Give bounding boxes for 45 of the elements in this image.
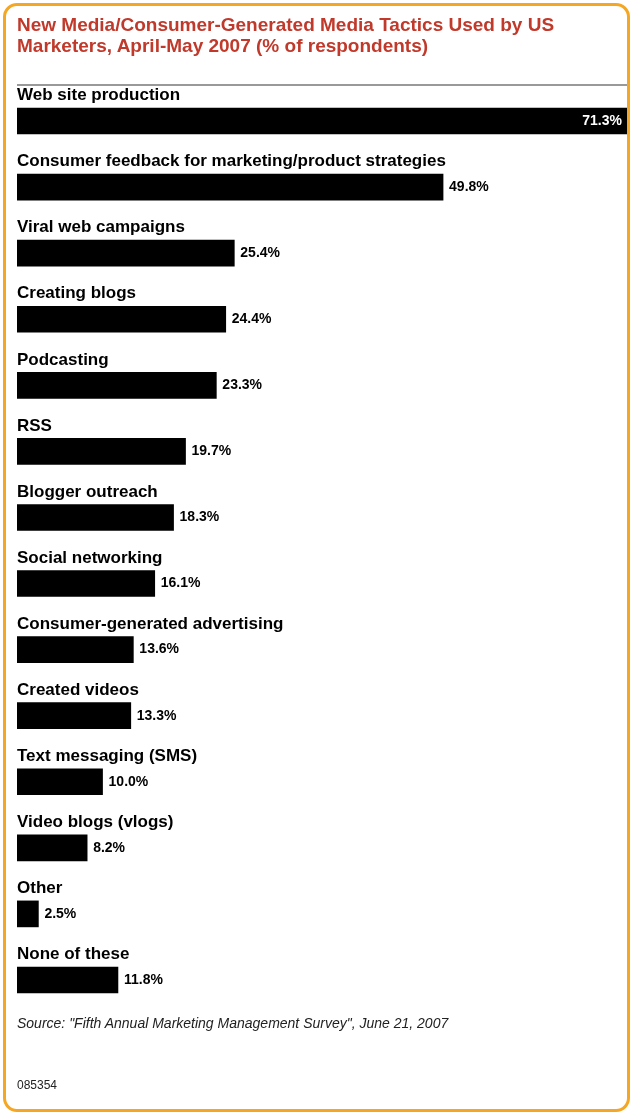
y-tick-label: Viral web campaigns: [17, 217, 185, 237]
data-label: 23.3%: [222, 376, 263, 393]
bar: [17, 834, 88, 862]
bar: [17, 570, 156, 597]
bar: [17, 173, 444, 201]
data-label: 24.4%: [231, 310, 272, 327]
data-label: 18.3%: [179, 508, 220, 525]
y-tick-label: Web site production: [17, 85, 181, 105]
data-label: 25.4%: [240, 244, 281, 261]
text: 085354: [17, 1078, 58, 1092]
bar: [17, 239, 235, 267]
y-tick-label: Creating blogs: [17, 283, 137, 303]
bar: [17, 768, 103, 796]
bar: [17, 438, 186, 465]
data-label: 8.2%: [93, 838, 126, 855]
y-tick-label: Social networking: [17, 547, 163, 567]
y-tick-label: Podcasting: [17, 349, 109, 369]
y-tick-label: Consumer feedback for marketing/product strategies: [17, 151, 446, 171]
data-label: 49.8%: [449, 177, 490, 194]
y-tick-label: Consumer-generated advertising: [17, 613, 284, 633]
data-label: 71.3%: [582, 111, 623, 128]
bar: [17, 504, 174, 531]
data-label: 13.3%: [136, 706, 178, 723]
chart-title: New Media/Consumer-Generated Media Tactics Used by US Marketers, April-May 2007 (% of respondents): [17, 14, 556, 56]
bar: [17, 966, 119, 994]
data-label: 16.1%: [160, 574, 201, 591]
bar: [17, 107, 627, 135]
bar: [17, 900, 39, 928]
y-tick-label: Text messaging (SMS): [17, 745, 198, 765]
y-tick-label: Video blogs (vlogs): [17, 812, 174, 832]
y-tick-label: None of these: [17, 944, 130, 964]
bar: [17, 305, 227, 333]
y-tick-label: RSS: [17, 415, 52, 435]
y-tick-label: Other: [17, 878, 63, 898]
data-label: 13.6%: [139, 640, 180, 657]
bar: [17, 636, 134, 663]
data-label: 10.0%: [108, 772, 149, 789]
y-tick-label: Blogger outreach: [17, 481, 158, 501]
y-tick-label: Created videos: [17, 679, 139, 699]
bar: [17, 702, 132, 730]
bar: [17, 371, 217, 399]
data-label: 11.8%: [123, 970, 164, 987]
data-label: 2.5%: [44, 904, 77, 921]
source-note: Source: "Fifth Annual Marketing Management Survey", June 21, 2007: [17, 1015, 450, 1032]
data-label: 19.7%: [191, 442, 232, 459]
